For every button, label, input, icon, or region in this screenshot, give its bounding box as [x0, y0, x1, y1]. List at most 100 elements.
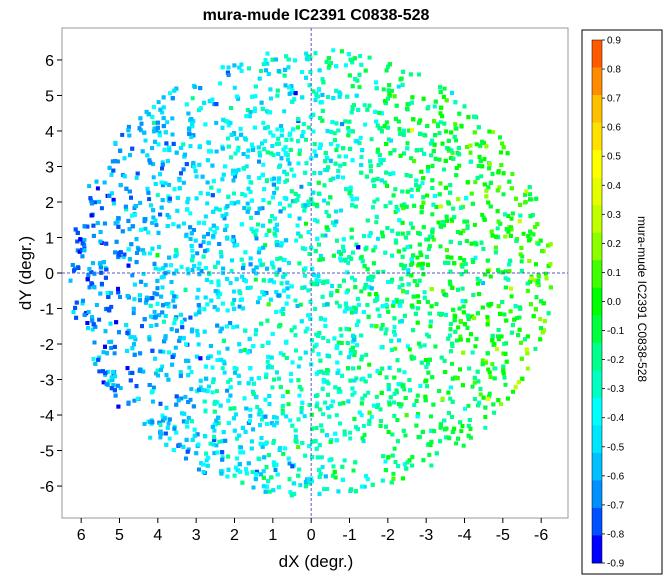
scatter-point — [525, 334, 530, 339]
scatter-point — [392, 94, 397, 99]
scatter-point — [445, 255, 450, 260]
scatter-point — [248, 285, 253, 290]
scatter-point — [482, 157, 487, 162]
scatter-point — [138, 116, 143, 121]
scatter-point — [378, 419, 383, 423]
scatter-point — [475, 276, 480, 281]
scatter-point — [266, 479, 271, 484]
scatter-point — [466, 403, 471, 408]
scatter-point — [151, 208, 156, 213]
scatter-point — [370, 482, 375, 487]
scatter-point — [183, 152, 187, 157]
scatter-point — [239, 132, 244, 137]
scatter-point — [320, 465, 325, 470]
scatter-point — [367, 373, 372, 378]
scatter-point — [322, 198, 326, 203]
scatter-point — [506, 277, 511, 282]
scatter-point — [246, 381, 251, 386]
scatter-point — [243, 328, 248, 333]
scatter-point — [138, 200, 143, 205]
scatter-point — [269, 151, 274, 156]
scatter-point — [274, 290, 279, 294]
scatter-point — [496, 328, 501, 332]
scatter-point — [265, 484, 269, 489]
scatter-point — [155, 286, 160, 291]
scatter-point — [339, 49, 344, 54]
scatter-point — [335, 371, 340, 375]
scatter-point — [160, 198, 165, 203]
scatter-point — [494, 234, 499, 239]
scatter-point — [212, 409, 217, 414]
scatter-point — [360, 436, 365, 441]
scatter-point — [443, 185, 448, 190]
scatter-point — [457, 152, 462, 157]
scatter-point — [151, 215, 156, 220]
scatter-point — [105, 291, 110, 295]
scatter-point — [320, 108, 325, 113]
scatter-point — [210, 424, 215, 429]
scatter-point — [350, 345, 355, 350]
scatter-point — [306, 230, 311, 235]
scatter-point — [508, 258, 513, 263]
scatter-point — [274, 270, 279, 275]
scatter-point — [384, 170, 389, 175]
scatter-point — [127, 189, 132, 194]
scatter-point — [308, 70, 313, 74]
scatter-point — [213, 289, 218, 294]
scatter-point — [270, 144, 275, 148]
scatter-point — [176, 398, 181, 403]
scatter-point — [315, 393, 320, 398]
scatter-point — [352, 378, 357, 383]
scatter-point — [449, 148, 454, 153]
scatter-point — [287, 91, 292, 96]
scatter-point — [115, 159, 120, 164]
scatter-point — [199, 269, 204, 274]
scatter-point — [158, 429, 163, 434]
scatter-point — [422, 343, 427, 348]
scatter-point — [334, 300, 339, 305]
scatter-point — [380, 366, 385, 371]
scatter-point — [224, 224, 229, 228]
scatter-point — [383, 99, 388, 104]
scatter-point — [211, 442, 216, 447]
scatter-point — [390, 228, 395, 233]
scatter-point — [400, 476, 405, 481]
scatter-point — [192, 433, 197, 438]
scatter-point — [419, 169, 424, 174]
scatter-point — [478, 143, 483, 148]
scatter-point — [426, 262, 430, 267]
scatter-point — [109, 375, 114, 380]
scatter-point — [257, 206, 262, 211]
scatter-point — [444, 98, 449, 103]
scatter-point — [428, 324, 433, 329]
scatter-point — [290, 423, 295, 428]
scatter-point — [502, 375, 507, 380]
scatter-point — [195, 251, 200, 256]
scatter-point — [191, 119, 196, 124]
scatter-point — [396, 84, 401, 89]
scatter-point — [529, 197, 534, 202]
scatter-point — [300, 70, 304, 74]
scatter-point — [239, 69, 244, 73]
scatter-point — [334, 209, 338, 214]
scatter-point — [174, 402, 179, 407]
scatter-point — [317, 491, 322, 496]
scatter-point — [127, 257, 132, 262]
scatter-point — [198, 106, 203, 111]
scatter-point — [263, 139, 267, 143]
scatter-point — [219, 326, 224, 331]
scatter-point — [412, 159, 417, 164]
scatter-point — [416, 435, 421, 440]
scatter-point — [392, 329, 397, 334]
scatter-point — [275, 93, 280, 98]
scatter-point — [311, 272, 316, 277]
scatter-point — [403, 235, 408, 240]
scatter-point — [453, 122, 458, 127]
scatter-point — [152, 309, 157, 314]
scatter-point — [167, 350, 171, 355]
scatter-point — [284, 414, 289, 419]
scatter-point — [215, 358, 220, 362]
scatter-point — [181, 180, 186, 185]
scatter-point — [244, 279, 248, 284]
scatter-point — [530, 213, 535, 218]
